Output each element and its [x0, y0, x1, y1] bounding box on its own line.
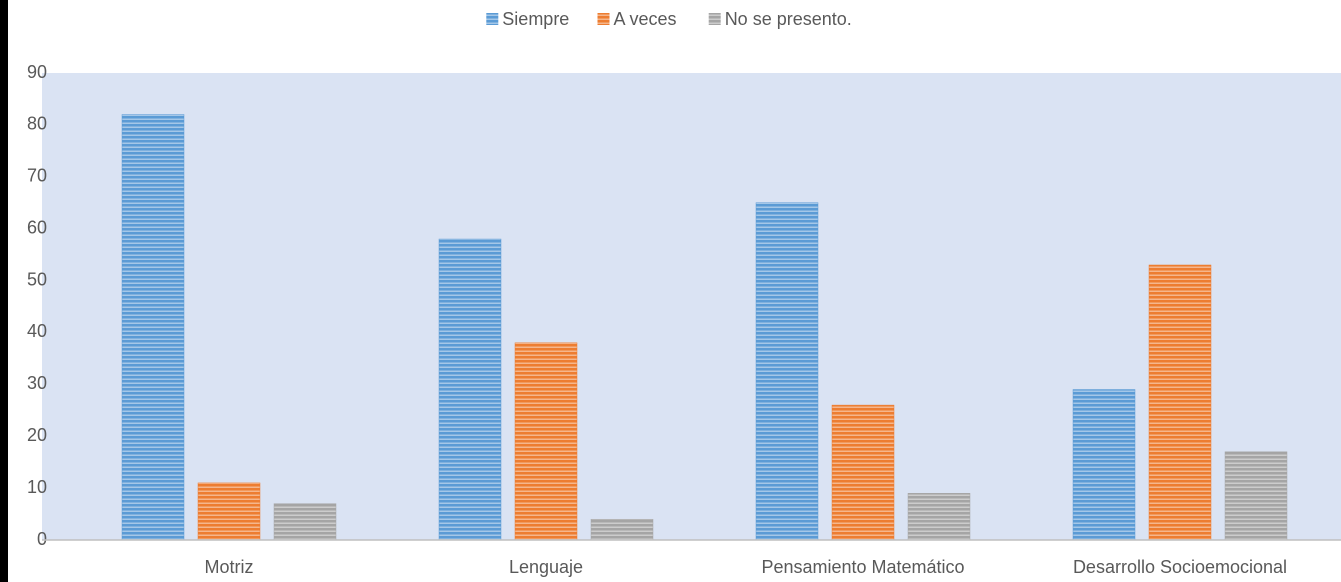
- y-tick-label: 90: [27, 62, 47, 82]
- legend-swatch: [597, 13, 610, 25]
- bar: [438, 238, 502, 541]
- bar: [907, 493, 971, 541]
- y-tick-label: 80: [27, 114, 47, 134]
- y-tick-label: 40: [27, 321, 47, 341]
- y-tick-label: 0: [37, 529, 47, 549]
- x-tick-label: Motriz: [205, 557, 254, 577]
- bar: [1072, 389, 1136, 541]
- x-tick-label: Lenguaje: [509, 557, 583, 577]
- bar: [273, 503, 337, 541]
- y-tick-label: 30: [27, 373, 47, 393]
- bar: [1148, 264, 1212, 541]
- legend-label: Siempre: [502, 9, 569, 29]
- bar: [197, 482, 261, 541]
- x-tick-label: Pensamiento Matemático: [761, 557, 964, 577]
- x-tick-label: Desarrollo Socioemocional: [1073, 557, 1287, 577]
- bar: [1224, 451, 1288, 541]
- bar: [831, 404, 895, 541]
- plot-area: [42, 73, 1341, 540]
- bar: [590, 518, 654, 541]
- y-tick-label: 60: [27, 217, 47, 237]
- left-border: [0, 0, 8, 582]
- bar: [121, 114, 185, 541]
- legend-swatch: [708, 13, 721, 25]
- legend-label: No se presento.: [725, 9, 852, 29]
- y-tick-label: 10: [27, 477, 47, 497]
- y-tick-label: 50: [27, 269, 47, 289]
- bar: [514, 342, 578, 541]
- y-tick-label: 70: [27, 166, 47, 186]
- y-tick-label: 20: [27, 425, 47, 445]
- legend-label: A veces: [614, 9, 677, 29]
- legend-swatch: [486, 13, 499, 25]
- bar: [755, 202, 819, 541]
